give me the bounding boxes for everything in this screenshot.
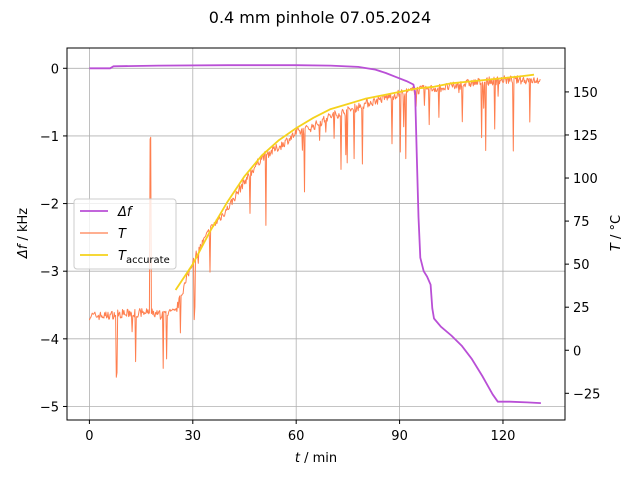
right-y-tick-label: 50 (573, 258, 590, 273)
x-axis-ticks: 0 30 60 90 120 (85, 420, 515, 444)
plot-frame (66, 47, 566, 421)
left-y-tick-label: −2 (40, 198, 59, 213)
series-delta-f (89, 64, 541, 404)
legend: Δf T Taccurate (73, 198, 177, 270)
left-y-tick-label: −4 (40, 333, 59, 348)
left-y-tick-label: 0 (51, 62, 59, 77)
x-tick-label: 60 (288, 429, 305, 444)
x-tick-label: 30 (185, 429, 202, 444)
legend-label-delta-f: Δf (117, 205, 134, 220)
left-y-tick-label: −3 (40, 265, 59, 280)
right-y-tick-label: −25 (573, 387, 600, 402)
legend-box (73, 198, 177, 270)
right-y-tick-label: 100 (573, 172, 598, 187)
left-y-tick-label: −5 (40, 400, 59, 415)
chart-title: 0.4 mm pinhole 07.05.2024 (209, 8, 431, 27)
series-T-line (88, 75, 541, 378)
legend-label-T: T (118, 227, 127, 242)
right-y-tick-label: 25 (573, 301, 590, 316)
series-delta-f-line (89, 64, 541, 404)
right-y-tick-label: 0 (573, 344, 581, 359)
x-tick-label: 90 (391, 429, 408, 444)
legend-label-T-accurate: Taccurate (118, 249, 170, 266)
right-y-axis-label: T / °C (609, 215, 624, 251)
left-y-axis-ticks: 0 −1 −2 −3 −4 −5 (40, 62, 67, 415)
x-tick-label: 0 (85, 429, 93, 444)
left-y-tick-label: −1 (40, 130, 59, 145)
right-y-tick-label: 75 (573, 215, 590, 230)
right-y-axis-ticks: −25 0 25 50 75 100 125 150 (565, 86, 600, 402)
series-T-accurate (174, 73, 535, 291)
series-T (88, 75, 541, 378)
right-y-tick-label: 150 (573, 86, 598, 101)
x-tick-label: 120 (491, 429, 516, 444)
x-axis-label: t / min (295, 451, 337, 466)
left-y-axis-label: Δf / kHz (16, 208, 31, 259)
series-T-accurate-line (174, 73, 535, 291)
right-y-tick-label: 125 (573, 129, 598, 144)
